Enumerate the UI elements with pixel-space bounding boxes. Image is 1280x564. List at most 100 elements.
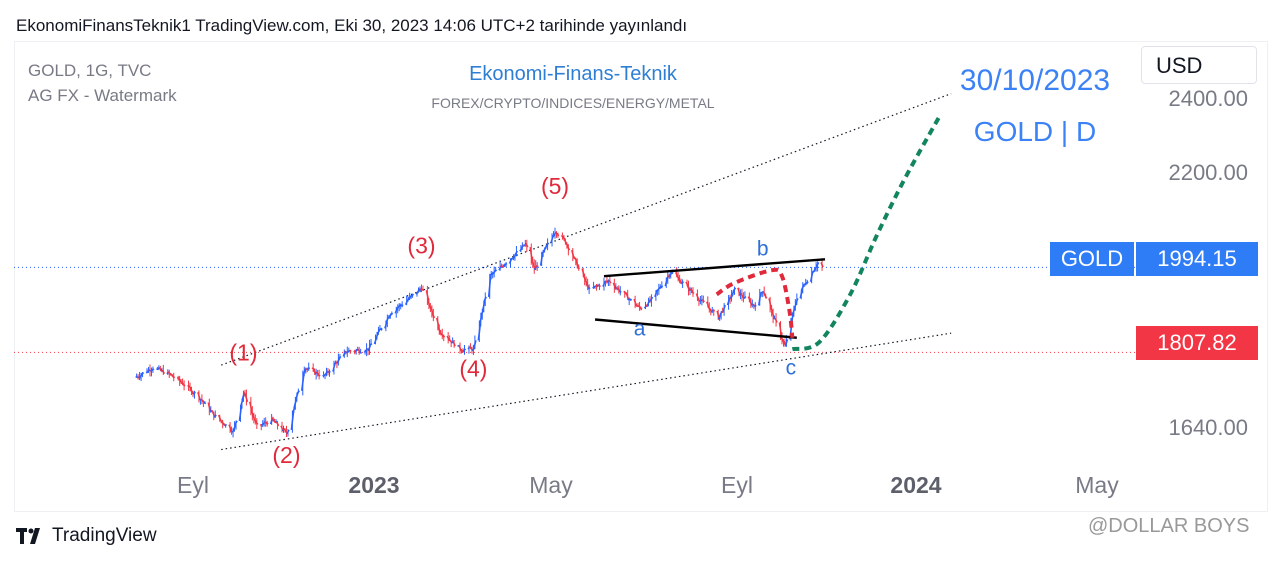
candle-body-174 [494, 269, 498, 272]
candle-body-329 [815, 262, 820, 267]
marker-price-badge: 1807.82 [1136, 326, 1258, 360]
candle-body-140 [425, 290, 430, 301]
candle-body-317 [792, 307, 796, 314]
candle-body-240 [633, 298, 637, 306]
candle-body-113 [367, 344, 372, 351]
candle-body-83 [305, 368, 309, 371]
candle-body-85 [311, 367, 315, 371]
candle-body-304 [763, 294, 768, 299]
x-tick-may-2024: May [1075, 472, 1119, 498]
overlay-date: 30/10/2023 [959, 64, 1111, 97]
candle-body-120 [384, 321, 388, 329]
projected-wave-red [715, 267, 795, 338]
candle-body-34 [203, 401, 207, 405]
candle-body-161 [468, 346, 472, 350]
candle-body-80 [300, 374, 305, 391]
candle-body-299 [753, 304, 757, 308]
candle-body-309 [774, 317, 778, 323]
candle-body-135 [415, 291, 419, 295]
candle-body-165 [477, 323, 482, 341]
current-price-badge: 1994.15 [1136, 242, 1258, 276]
tradingview-logo[interactable]: TradingView [16, 525, 157, 547]
candle-body-56 [250, 411, 255, 416]
candle-body-39 [213, 414, 217, 418]
candle-body-257 [667, 275, 671, 278]
candle-body-279 [712, 309, 715, 312]
candle-body-219 [587, 287, 591, 290]
tradingview-icon [16, 528, 40, 544]
candle-body-4 [140, 371, 145, 376]
candle-body-306 [769, 307, 774, 312]
candle-body-53 [243, 392, 247, 396]
candle-body-195 [539, 253, 544, 266]
candle-body-314 [784, 339, 789, 347]
candle-body-210 [571, 249, 575, 258]
wave-label-5: a [634, 317, 646, 340]
candle-body-159 [462, 348, 467, 352]
candle-body-320 [799, 289, 804, 299]
candle-body-116 [375, 333, 379, 339]
x-tick-may-2023: May [529, 472, 573, 498]
candle-body-184 [514, 250, 519, 255]
candle-body-249 [649, 296, 654, 302]
candle-body-129 [400, 304, 404, 307]
candle-body-28 [191, 392, 195, 396]
candle-body-3 [139, 373, 143, 378]
candle-body-227 [605, 280, 609, 284]
x-tick-eyl-2023: Eyl [721, 472, 753, 498]
candle-body-262 [677, 277, 682, 283]
candle-body-35 [207, 402, 212, 412]
x-tick-eyl-2022: Eyl [177, 472, 209, 498]
candle-body-318 [793, 303, 798, 309]
wave-label-4: (5) [541, 173, 569, 199]
candle-body-21 [177, 377, 182, 382]
tradingview-label: TradingView [52, 525, 157, 546]
watermark-line: AG FX - Watermark [28, 86, 177, 105]
candle-body-58 [253, 418, 257, 423]
candle-body-265 [685, 281, 689, 287]
candle-body-185 [519, 248, 523, 252]
candle-body-246 [645, 304, 649, 308]
candle-body-44 [224, 423, 227, 427]
candle-body-203 [554, 231, 559, 235]
symbol-badge: GOLD [1050, 242, 1134, 276]
candle-body-222 [595, 285, 598, 288]
candle-body-91 [323, 373, 327, 376]
candle-body-260 [674, 271, 679, 278]
currency-selector[interactable]: USD [1141, 46, 1257, 84]
candle-body-239 [629, 298, 633, 301]
candle-body-216 [582, 275, 587, 282]
candle-body-327 [812, 268, 817, 273]
candle-body-167 [480, 310, 485, 315]
candle-body-125 [394, 308, 398, 314]
candle-body-275 [706, 301, 710, 308]
candle-body-14 [161, 369, 166, 375]
candle-body-42 [221, 420, 225, 425]
candle-body-10 [156, 368, 159, 371]
candle-body-321 [801, 285, 805, 290]
candle-body-255 [664, 278, 669, 287]
candle-body-217 [584, 280, 588, 284]
candle-body-305 [768, 298, 772, 309]
candle-body-22 [179, 380, 183, 384]
y-tick-1640: 1640.00 [1168, 415, 1248, 440]
candle-body-84 [307, 367, 311, 370]
candle-body-194 [535, 264, 539, 268]
candle-body-48 [232, 424, 237, 431]
candle-body-201 [552, 234, 555, 237]
candle-body-110 [363, 350, 367, 353]
candle-body-147 [439, 332, 443, 335]
channel-line-2 [221, 332, 952, 451]
candle-body-214 [577, 267, 580, 270]
candle-body-76 [292, 406, 296, 413]
candle-body-225 [602, 281, 606, 287]
candle-body-119 [380, 328, 383, 331]
candle-body-328 [814, 265, 818, 270]
candle-body-126 [396, 306, 400, 310]
candle-body-169 [483, 296, 487, 302]
candle-body-209 [566, 245, 571, 251]
candle-body-303 [762, 291, 766, 296]
candle-body-131 [406, 298, 410, 301]
candle-body-177 [501, 265, 505, 268]
